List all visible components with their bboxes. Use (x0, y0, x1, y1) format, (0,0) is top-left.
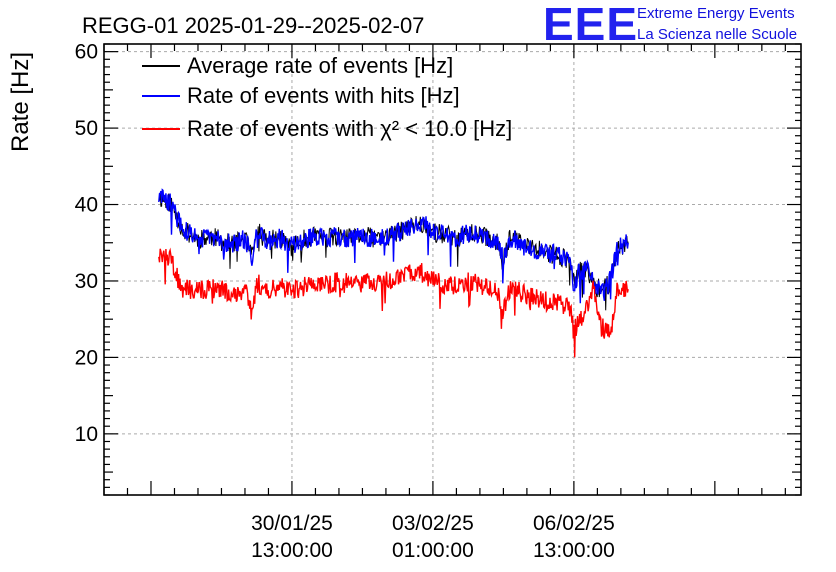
y-axis-label: Rate [Hz] (7, 52, 34, 152)
axes (103, 43, 802, 496)
series-line-2 (158, 247, 629, 358)
x-tick-time: 01:00:00 (392, 539, 474, 562)
y-tick-label: 60 (75, 41, 98, 64)
legend-entry-2: Rate of events with χ² < 10.0 [Hz] (187, 116, 512, 141)
logo: EEE Extreme Energy Events La Scienza nel… (543, 0, 797, 50)
series-lines (158, 188, 629, 358)
plot-frame (103, 43, 802, 496)
legend: Average rate of events [Hz] Rate of event… (142, 53, 512, 141)
logo-line1: Extreme Energy Events (637, 5, 795, 22)
logo-line2: La Scienza nelle Scuole (637, 26, 797, 43)
y-tick-label: 40 (75, 194, 98, 217)
grid (104, 44, 801, 495)
y-tick-label: 10 (75, 423, 98, 446)
tick-labels: 10 20 30 40 50 60 30/01/25 13:00:00 03/02/25 01:0… (75, 41, 615, 562)
series-line-1 (158, 188, 629, 304)
x-tick-time: 13:00:00 (251, 539, 333, 562)
x-tick-date: 03/02/25 (392, 512, 474, 535)
chart-title: REGG-01 2025-01-29--2025-02-07 (82, 13, 424, 38)
y-tick-label: 50 (75, 117, 98, 140)
x-tick-date: 30/01/25 (251, 512, 333, 535)
y-tick-label: 30 (75, 270, 98, 293)
y-tick-label: 20 (75, 346, 98, 369)
legend-entry-0: Average rate of events [Hz] (187, 53, 453, 78)
logo-mark: EEE (543, 0, 638, 50)
x-tick-date: 06/02/25 (533, 512, 615, 535)
x-tick-time: 13:00:00 (533, 539, 615, 562)
legend-entry-1: Rate of events with hits [Hz] (187, 83, 460, 108)
